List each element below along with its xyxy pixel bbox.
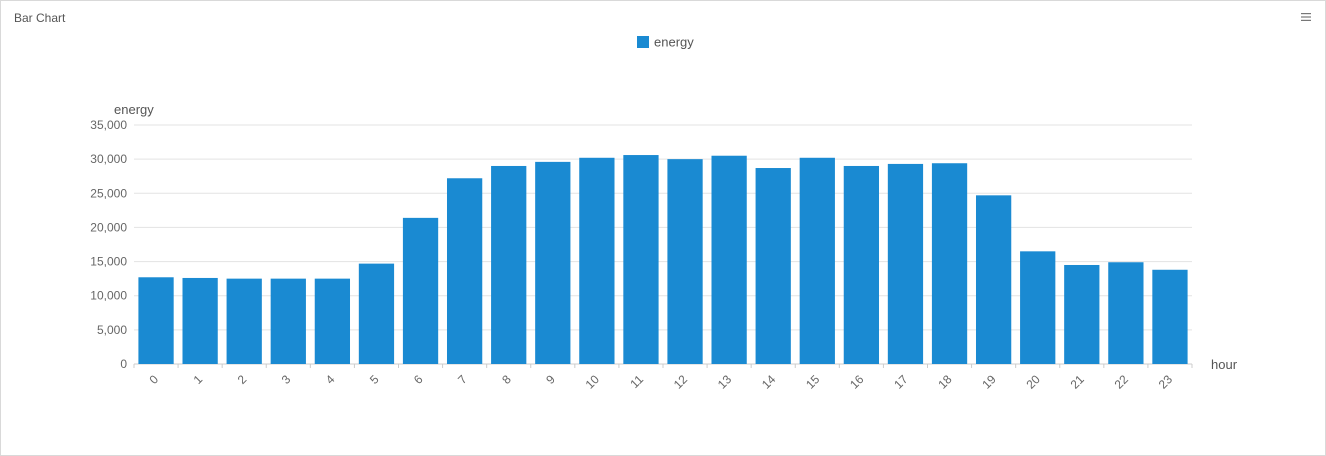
y-tick-label: 5,000 [97,323,127,337]
x-tick-label: 2 [235,372,250,387]
y-tick-label: 25,000 [90,186,127,200]
y-tick-label: 0 [120,357,127,371]
x-tick-label: 14 [759,372,779,392]
y-tick-label: 10,000 [90,289,127,303]
bar-2[interactable] [226,278,262,364]
bar-14[interactable] [755,168,791,364]
bar-23[interactable] [1152,269,1188,364]
y-tick-label: 20,000 [90,220,127,234]
bar-10[interactable] [579,157,615,364]
bar-15[interactable] [799,157,835,364]
gridlines [134,124,1192,365]
bars [138,155,1188,364]
bar-5[interactable] [358,263,395,364]
x-tick-label: 0 [147,372,162,387]
x-tick-label: 1 [191,372,206,387]
bar-7[interactable] [446,178,483,364]
x-tick-label: 6 [411,372,426,387]
y-axis-title: energy [114,102,154,117]
y-axis-ticks: 0 5,000 10,000 15,000 20,000 25,000 30,000 35,0… [90,118,127,371]
x-tick-label: 5 [367,372,382,387]
x-tick-label: 10 [583,372,603,392]
x-tick-label: 13 [715,372,735,392]
bar-0[interactable] [138,277,174,364]
bar-16[interactable] [843,165,880,364]
bar-12[interactable] [667,159,703,364]
x-tick-label: 9 [543,372,558,387]
x-axis-ticks: 0 1 2 3 4 5 6 7 8 9 10 11 12 13 14 15 16 17 18 19 20 21 22 23 [133,364,1193,392]
bar-4[interactable] [314,278,351,364]
bar-21[interactable] [1064,264,1100,364]
bar-6[interactable] [402,217,439,364]
x-tick-label: 17 [891,372,911,392]
bar-22[interactable] [1108,262,1144,364]
bar-18[interactable] [931,163,968,364]
x-tick-label: 15 [803,372,823,392]
x-tick-label: 3 [279,372,294,387]
bar-3[interactable] [270,278,306,364]
x-tick-label: 16 [847,372,867,392]
bar-13[interactable] [711,155,747,364]
x-axis-title: hour [1211,357,1238,372]
x-tick-label: 22 [1112,372,1132,392]
y-tick-label: 35,000 [90,118,127,132]
x-tick-label: 18 [935,372,955,392]
x-tick-label: 8 [499,372,514,387]
bar-20[interactable] [1020,251,1056,364]
bar-8[interactable] [491,165,527,364]
bar-1[interactable] [182,277,218,364]
hamburger-menu-icon[interactable] [1299,10,1313,24]
x-tick-label: 23 [1156,372,1176,392]
bar-9[interactable] [535,161,571,364]
x-tick-label: 21 [1068,372,1088,392]
bar-17[interactable] [887,163,924,364]
legend-swatch-energy[interactable] [637,36,649,48]
legend-label-energy[interactable]: energy [654,35,694,50]
panel-title: Bar Chart [14,11,66,25]
y-tick-label: 15,000 [90,255,127,269]
x-tick-label: 4 [323,372,338,387]
x-tick-label: 12 [671,372,691,392]
x-tick-label: 11 [627,372,646,391]
bar-19[interactable] [975,195,1012,364]
x-tick-label: 7 [455,372,470,387]
x-tick-label: 19 [979,372,999,392]
legend[interactable]: energy [637,35,694,50]
bar-11[interactable] [623,155,659,364]
x-tick-label: 20 [1023,372,1043,392]
y-tick-label: 30,000 [90,152,127,166]
